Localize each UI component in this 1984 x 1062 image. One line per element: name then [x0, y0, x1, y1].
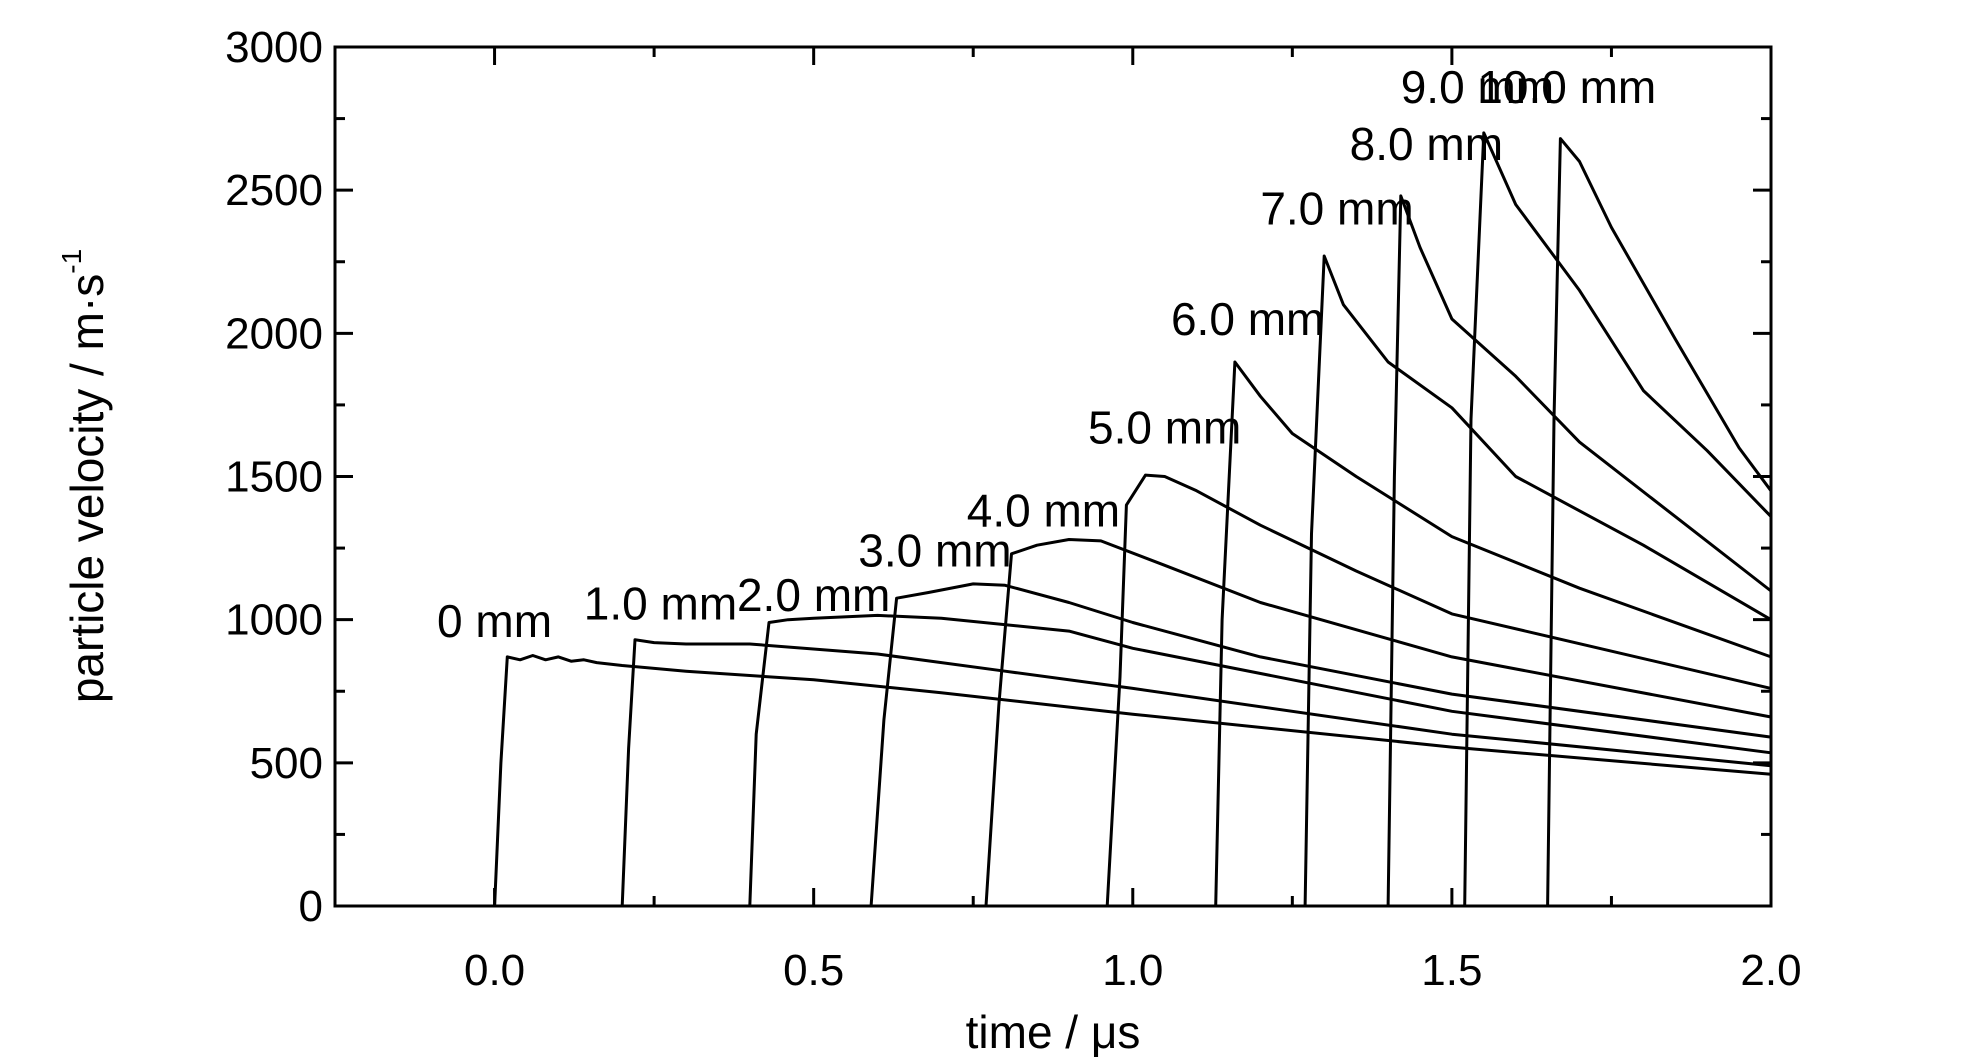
series-label: 4.0 mm	[967, 485, 1120, 537]
y-tick-label: 500	[250, 739, 323, 788]
y-tick-label: 1500	[225, 453, 323, 502]
series-line	[335, 538, 1772, 908]
series-label: 7.0 mm	[1260, 183, 1413, 235]
series-label: 3.0 mm	[858, 525, 1011, 577]
y-tick-label: 2000	[225, 309, 323, 358]
y-axis-title: particle velocity / m·s-1	[56, 249, 113, 703]
y-axis-ticks: 0 500 1000 1500 2000 2500 3000	[225, 23, 1771, 931]
series-lines	[335, 131, 1773, 908]
x-tick-label: 1.5	[1421, 946, 1482, 995]
y-axis-title-superscript: -1	[56, 249, 87, 274]
y-axis-title-text: particle velocity / m·s	[61, 274, 113, 703]
series-line	[335, 638, 1772, 908]
y-tick-label: 0	[299, 882, 323, 931]
series-label: 0 mm	[437, 595, 552, 647]
plot-frame	[333, 45, 1773, 908]
y-tick-label: 3000	[225, 23, 323, 72]
series-line	[335, 360, 1772, 908]
series-label: 10.0 mm	[1477, 61, 1656, 113]
series-line	[335, 254, 1772, 908]
x-axis-ticks: 0.0 0.5 1.0 1.5 2.0	[333, 47, 1802, 995]
x-tick-label: 1.0	[1102, 946, 1163, 995]
series-line	[335, 582, 1772, 908]
y-tick-label: 2500	[225, 166, 323, 215]
series-label: 6.0 mm	[1171, 293, 1324, 345]
x-tick-label: 0.5	[783, 946, 844, 995]
x-tick-label: 0.0	[464, 946, 525, 995]
x-tick-label: 2.0	[1740, 946, 1801, 995]
series-label: 9.0 mm	[1401, 61, 1554, 113]
y-axis-title-group: particle velocity / m·s-1	[56, 249, 113, 703]
series-line	[335, 473, 1772, 908]
series-line	[335, 131, 1773, 908]
x-axis-title: time / μs	[966, 1006, 1141, 1058]
series-line	[335, 194, 1772, 908]
series-line	[335, 654, 1772, 908]
series-label: 1.0 mm	[584, 578, 737, 630]
series-line	[335, 613, 1772, 908]
series-line	[335, 137, 1773, 908]
series-label: 8.0 mm	[1350, 118, 1503, 170]
y-tick-label: 1000	[225, 596, 323, 645]
series-label: 5.0 mm	[1088, 402, 1241, 454]
series-label: 2.0 mm	[737, 569, 890, 621]
series-labels: 0 mm 1.0 mm 2.0 mm3.0 mm4.0 mm 5.0 mm 6.0 mm…	[437, 61, 1656, 647]
